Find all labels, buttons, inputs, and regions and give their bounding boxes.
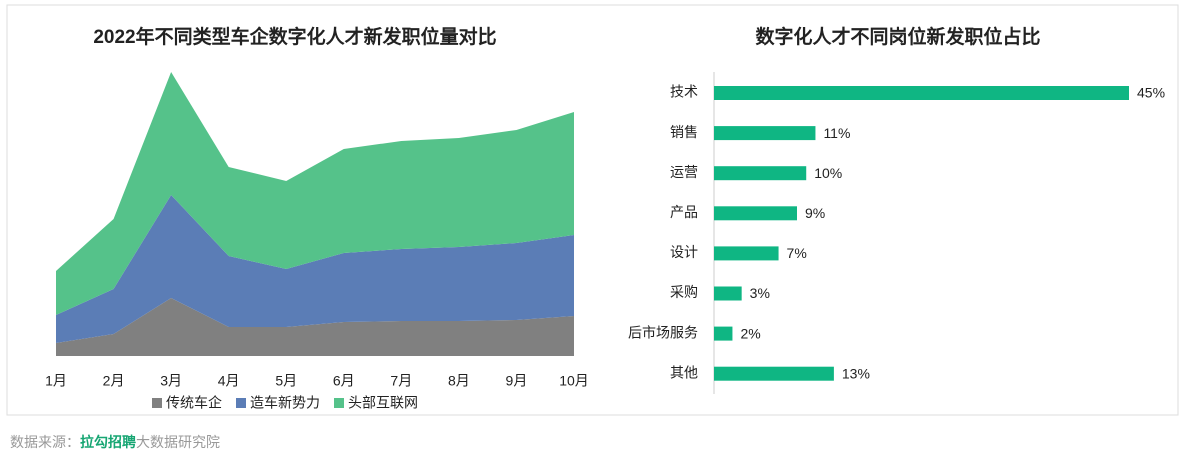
bar bbox=[714, 246, 779, 261]
x-tick-label: 2月 bbox=[103, 373, 125, 389]
legend-swatch bbox=[152, 398, 162, 408]
chart: 2022年不同类型车企数字化人才新发职位量对比 数字化人才不同岗位新发职位占比 … bbox=[6, 4, 1179, 416]
legend-label: 传统车企 bbox=[166, 395, 222, 411]
x-tick-label: 4月 bbox=[218, 373, 240, 389]
y-tick-label: 产品 bbox=[670, 204, 698, 220]
frame bbox=[6, 4, 1179, 416]
x-tick-label: 6月 bbox=[333, 373, 355, 389]
x-tick-label: 3月 bbox=[160, 373, 182, 389]
data-label: 2% bbox=[740, 325, 760, 341]
bar bbox=[714, 366, 834, 381]
x-tick-label: 1月 bbox=[45, 373, 67, 389]
legend-label: 头部互联网 bbox=[348, 395, 418, 411]
bar bbox=[714, 166, 807, 181]
y-tick-label: 运营 bbox=[670, 164, 698, 180]
data-label: 3% bbox=[750, 285, 770, 301]
x-tick-label: 8月 bbox=[448, 373, 470, 389]
y-tick-label: 设计 bbox=[670, 244, 698, 260]
area bbox=[56, 195, 574, 343]
x-tick-label: 5月 bbox=[275, 373, 297, 389]
bar bbox=[714, 286, 742, 301]
legend-swatch bbox=[334, 398, 344, 408]
y-tick-label: 后市场服务 bbox=[628, 324, 698, 340]
source: 数据来源：拉勾招聘大数据研究院 bbox=[10, 432, 220, 452]
bar bbox=[714, 86, 1129, 100]
chart-title: 数字化人才不同岗位新发职位占比 bbox=[755, 25, 1040, 48]
bar bbox=[714, 206, 797, 221]
data-label: 11% bbox=[823, 125, 850, 141]
source-prefix: 数据来源： bbox=[10, 434, 80, 450]
y-tick-label: 技术 bbox=[670, 84, 698, 100]
x-tick-label: 9月 bbox=[506, 373, 528, 389]
page: 2022年不同类型车企数字化人才新发职位量对比 数字化人才不同岗位新发职位占比 … bbox=[6, 4, 1179, 450]
source-brand: 拉勾招聘 bbox=[80, 434, 136, 450]
area bbox=[56, 72, 574, 315]
source-suffix: 大数据研究院 bbox=[136, 434, 220, 450]
legend-label: 造车新势力 bbox=[250, 395, 320, 411]
x-tick-label: 10月 bbox=[559, 373, 589, 389]
data-label: 9% bbox=[805, 205, 825, 221]
x-tick-label: 7月 bbox=[390, 373, 412, 389]
data-label: 10% bbox=[814, 165, 842, 181]
area bbox=[56, 298, 574, 356]
data-label: 13% bbox=[842, 365, 870, 381]
y-tick-label: 其他 bbox=[670, 364, 698, 380]
data-label: 45% bbox=[1137, 85, 1165, 101]
y-tick-label: 采购 bbox=[670, 284, 698, 300]
chart-title: 2022年不同类型车企数字化人才新发职位量对比 bbox=[93, 25, 496, 48]
data-label: 7% bbox=[787, 245, 807, 261]
y-tick-label: 销售 bbox=[670, 124, 698, 140]
bar bbox=[714, 126, 816, 141]
bar bbox=[714, 326, 733, 341]
legend-swatch bbox=[236, 398, 246, 408]
